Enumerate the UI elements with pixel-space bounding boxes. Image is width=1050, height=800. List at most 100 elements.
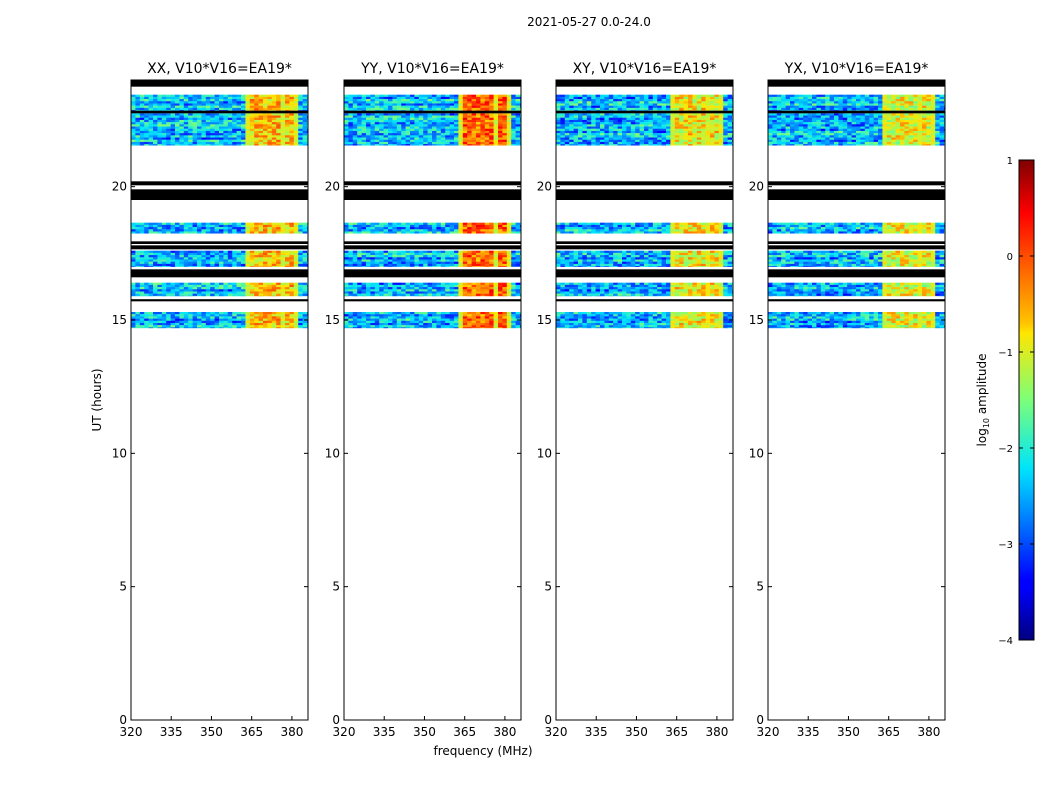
flagged-band — [344, 80, 521, 87]
x-tick-label: 335 — [373, 725, 396, 739]
flagged-band — [344, 245, 521, 250]
x-tick-label: 320 — [545, 725, 568, 739]
heatmap — [344, 94, 522, 329]
x-tick-label: 320 — [333, 725, 356, 739]
y-tick-label: 20 — [325, 180, 340, 194]
flagged-band — [768, 110, 945, 114]
x-tick-label: 365 — [877, 725, 900, 739]
y-tick-label: 10 — [112, 446, 127, 460]
flagged-band — [556, 241, 733, 244]
flagged-band — [556, 80, 733, 87]
flagged-band — [131, 181, 308, 186]
x-axis-label: frequency (MHz) — [433, 744, 532, 758]
flagged-band — [556, 110, 733, 114]
flagged-band — [556, 181, 733, 186]
flagged-band — [556, 269, 733, 278]
panel-title: XY, V10*V16=EA19* — [573, 61, 717, 77]
flagged-band — [556, 189, 733, 200]
y-tick-label: 0 — [332, 713, 340, 727]
flagged-band — [131, 80, 308, 87]
y-tick-label: 10 — [749, 446, 764, 460]
colorbar-tick-label: −4 — [998, 636, 1013, 647]
flagged-band — [131, 189, 308, 200]
x-tick-label: 380 — [280, 725, 303, 739]
flagged-band — [131, 245, 308, 250]
y-tick-label: 5 — [332, 580, 340, 594]
colorbar-tick-label: −1 — [998, 348, 1013, 359]
x-tick-label: 350 — [625, 725, 648, 739]
heatmap — [768, 94, 946, 329]
colorbar-ticks: 1 0 −1 −2 −3 −4 — [998, 156, 1034, 647]
flagged-band — [768, 181, 945, 186]
y-tick-label: 15 — [537, 313, 552, 327]
flagged-band — [768, 245, 945, 250]
x-tick-label: 365 — [240, 725, 263, 739]
x-tick-label: 350 — [200, 725, 223, 739]
panel-title: YX, V10*V16=EA19* — [784, 61, 929, 77]
x-tick-label: 320 — [120, 725, 143, 739]
colorbar-tick-label: −3 — [998, 540, 1013, 551]
flagged-band — [344, 241, 521, 244]
flagged-band — [768, 80, 945, 87]
panel-title: XX, V10*V16=EA19* — [147, 61, 292, 77]
flagged-band — [344, 110, 521, 114]
y-tick-label: 5 — [756, 580, 764, 594]
heatmap — [131, 94, 309, 329]
x-tick-label: 365 — [665, 725, 688, 739]
colorbar-label: log10 amplitude — [975, 354, 991, 447]
y-tick-label: 0 — [756, 713, 764, 727]
flagged-band — [344, 299, 521, 302]
panels: XX, V10*V16=EA19* 320 335 350 365 380 0 5 10 15 20… — [112, 61, 946, 739]
y-axis-label: UT (hours) — [90, 368, 104, 431]
x-tick-label: 335 — [585, 725, 608, 739]
flagged-band — [131, 110, 308, 114]
figure-title: 2021-05-27 0.0-24.0 — [527, 15, 651, 29]
flagged-band — [131, 241, 308, 244]
flagged-band — [768, 269, 945, 278]
flagged-band — [344, 181, 521, 186]
y-tick-label: 5 — [119, 580, 127, 594]
y-tick-label: 5 — [544, 580, 552, 594]
x-tick-label: 335 — [797, 725, 820, 739]
y-tick-label: 15 — [749, 313, 764, 327]
y-tick-label: 15 — [325, 313, 340, 327]
flagged-band — [556, 245, 733, 250]
y-tick-label: 15 — [112, 313, 127, 327]
flagged-band — [768, 299, 945, 302]
y-tick-label: 10 — [537, 446, 552, 460]
panel-2: YY, V10*V16=EA19* 320 335 350 365 380 0 5 10 15 20 — [325, 61, 522, 739]
colorbar: 1 0 −1 −2 −3 −4 log10 amplitude — [975, 156, 1035, 647]
x-tick-label: 350 — [837, 725, 860, 739]
colorbar-tick-label: −2 — [998, 444, 1013, 455]
flagged-band — [768, 241, 945, 244]
x-tick-label: 320 — [757, 725, 780, 739]
panel-3: XY, V10*V16=EA19* 320 335 350 365 380 0 5 10 15 20 — [537, 61, 734, 739]
heatmap — [556, 94, 734, 329]
flagged-band — [344, 269, 521, 278]
axes-frame — [343, 79, 522, 721]
y-tick-label: 20 — [749, 180, 764, 194]
axes-frame — [130, 79, 309, 721]
flagged-band — [768, 189, 945, 200]
colorbar-gradient — [1018, 159, 1035, 641]
colorbar-tick-label: 1 — [1007, 156, 1013, 167]
flagged-band — [556, 299, 733, 302]
axes-frame — [767, 79, 946, 721]
colorbar-tick-label: 0 — [1007, 252, 1013, 263]
panel-4: YX, V10*V16=EA19* 320 335 350 365 380 0 5 10 15 20 — [749, 61, 946, 739]
panel-title: YY, V10*V16=EA19* — [360, 61, 504, 77]
y-tick-label: 20 — [537, 180, 552, 194]
y-tick-label: 20 — [112, 180, 127, 194]
x-tick-label: 350 — [413, 725, 436, 739]
y-tick-label: 0 — [119, 713, 127, 727]
x-tick-label: 380 — [705, 725, 728, 739]
axes-frame — [555, 79, 734, 721]
x-tick-label: 380 — [917, 725, 940, 739]
flagged-band — [131, 299, 308, 302]
x-tick-label: 365 — [453, 725, 476, 739]
flagged-band — [131, 269, 308, 278]
panel-1: XX, V10*V16=EA19* 320 335 350 365 380 0 5 10 15 20 — [112, 61, 309, 739]
y-tick-label: 0 — [544, 713, 552, 727]
x-tick-label: 335 — [160, 725, 183, 739]
